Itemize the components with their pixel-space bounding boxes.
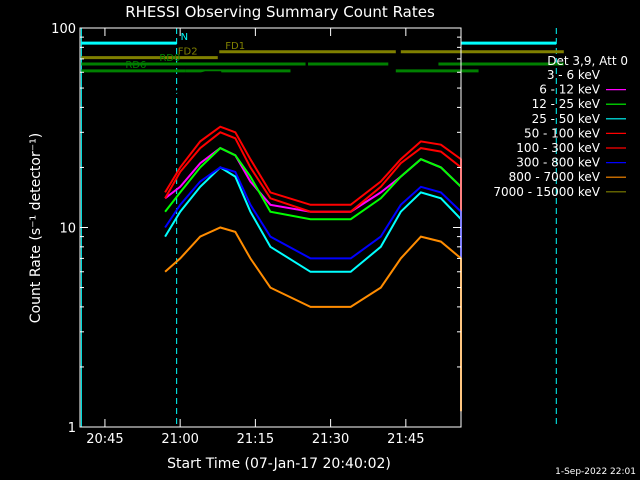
overlay-label-rd0: RD0	[159, 53, 180, 64]
series-line-2	[164, 146, 462, 237]
x-tick-label: 21:45	[387, 432, 424, 447]
legend-label: 25 - 50 keV	[532, 112, 601, 126]
legend-label: 6 - 12 keV	[539, 83, 601, 97]
series-line-6	[164, 166, 462, 332]
legend-label: 800 - 7000 keV	[509, 170, 601, 184]
date-stamp: 1-Sep-2022 22:01	[555, 467, 636, 477]
x-tick-label: 21:00	[161, 432, 198, 447]
x-tick-label: 21:30	[312, 432, 349, 447]
y-tick-label: 1	[68, 421, 76, 436]
x-tick-label: 21:15	[237, 432, 274, 447]
y-axis-label: Count Rate (s⁻¹ detector⁻¹)	[28, 133, 44, 323]
series-line-3	[164, 166, 462, 273]
legend-label: 100 - 300 keV	[516, 141, 600, 155]
x-tick-label: 20:45	[86, 432, 123, 447]
series-line-4	[164, 125, 462, 206]
overlay-label-fd2: FD2	[178, 47, 198, 58]
overlay-label-n: N	[181, 32, 188, 43]
legend-label: 3 - 6 keV	[547, 68, 601, 82]
overlay-label-fd1: FD1	[225, 41, 245, 52]
legend-label: 50 - 100 keV	[524, 126, 601, 140]
series-layer	[164, 71, 462, 412]
series-line-7	[164, 226, 462, 412]
legend-title: Det 3,9, Att 0	[547, 54, 628, 68]
y-tick-label: 10	[59, 222, 76, 237]
legend-label: 12 - 25 keV	[532, 97, 601, 111]
series-line-5	[164, 131, 462, 213]
x-axis-label: Start Time (07-Jan-17 20:40:02)	[167, 456, 391, 472]
legend-label: 300 - 800 keV	[516, 156, 600, 170]
y-tick-label: 100	[51, 22, 76, 37]
legend-label: 7000 - 15000 keV	[493, 185, 600, 199]
tick-layer: 20:45 21:00 21:15 21:30 21:45 1 10 100	[51, 22, 461, 447]
chart-title: RHESSI Observing Summary Count Rates	[125, 3, 435, 21]
overlay-label-rd6: RD6	[125, 60, 146, 71]
